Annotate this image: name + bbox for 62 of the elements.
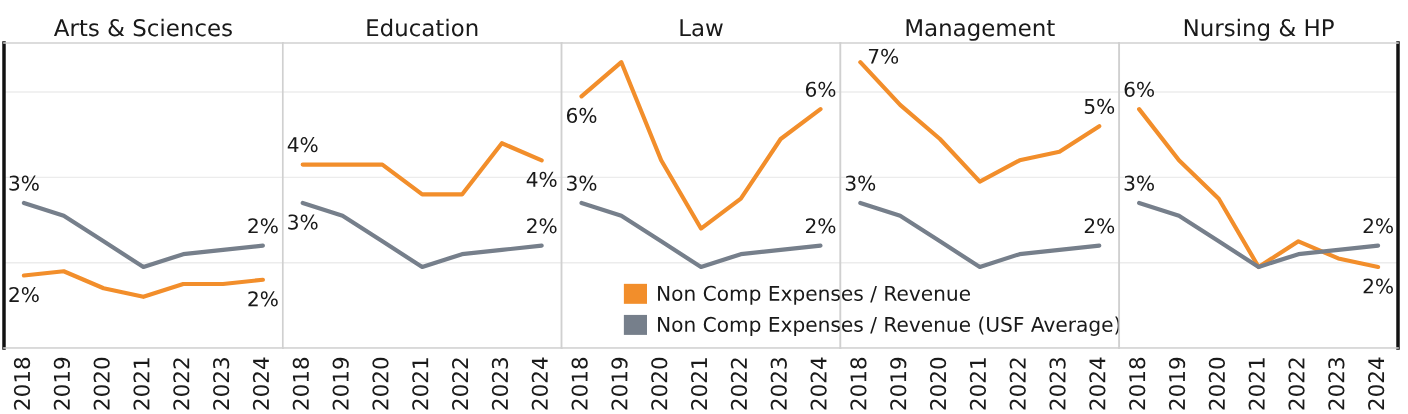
data-label: 6% <box>805 81 836 97</box>
x-tick-label: 2023 <box>770 358 787 410</box>
data-label: 5% <box>1084 98 1115 114</box>
x-tick-label: 2023 <box>1328 358 1345 410</box>
x-tick-label: 2024 <box>252 357 270 410</box>
data-label: 6% <box>566 107 597 124</box>
x-tick-label: 2023 <box>213 358 230 410</box>
x-tick-label: 2019 <box>611 357 628 410</box>
x-tick-label: 2023 <box>1049 358 1066 410</box>
x-tick-label: 2023 <box>491 358 509 410</box>
x-tick-label: 2024 <box>1368 357 1385 410</box>
data-label: 4% <box>526 171 557 188</box>
data-label: 2% <box>1363 218 1393 234</box>
legend-label: Non Comp Expenses / Revenue (USF Average) <box>658 316 1120 336</box>
x-tick-label: 2019 <box>890 357 907 410</box>
x-tick-label: 2018 <box>850 357 867 410</box>
chart-title: Law <box>680 19 723 37</box>
chart-title: Education <box>367 18 478 37</box>
data-label: 2% <box>805 218 836 234</box>
x-tick-label: 2021 <box>133 358 150 410</box>
x-tick-label: 2022 <box>173 358 190 410</box>
x-tick-label: 2021 <box>412 358 429 410</box>
x-tick-label: 2022 <box>1288 358 1305 410</box>
x-tick-label: 2024 <box>531 357 548 410</box>
data-label: 7% <box>868 48 899 64</box>
data-label: 3% <box>845 175 876 191</box>
x-tick-label: 2022 <box>730 358 748 410</box>
x-tick-label: 2019 <box>332 357 349 410</box>
x-tick-label: 2024 <box>1089 357 1106 410</box>
legend-label: Non Comp Expenses / Revenue <box>658 285 970 305</box>
x-tick-label: 2018 <box>1129 357 1146 410</box>
x-tick-label: 2022 <box>1009 358 1026 410</box>
x-tick-label: 2024 <box>810 357 827 410</box>
data-label: 2% <box>1084 218 1115 234</box>
x-tick-label: 2020 <box>651 357 668 410</box>
x-tick-label: 2020 <box>372 357 389 410</box>
data-label: 2% <box>248 218 278 234</box>
x-tick-label: 2019 <box>53 357 70 410</box>
data-label: 2% <box>1363 278 1393 294</box>
x-tick-label: 2022 <box>451 358 469 410</box>
data-label: 2% <box>248 291 278 307</box>
x-tick-label: 2018 <box>571 357 588 410</box>
data-label: 3% <box>567 175 597 191</box>
chart-title: Arts & Sciences <box>53 18 232 37</box>
x-tick-label: 2021 <box>969 358 987 410</box>
data-label: 3% <box>288 214 318 230</box>
x-tick-label: 2019 <box>1168 357 1186 410</box>
x-tick-label: 2021 <box>690 358 708 410</box>
data-label: 2% <box>9 286 39 303</box>
data-label: 3% <box>9 175 39 191</box>
data-label: 3% <box>1124 175 1154 191</box>
chart-title: Management <box>906 19 1055 41</box>
data-label: 4% <box>287 137 318 153</box>
x-tick-label: 2018 <box>13 357 31 410</box>
x-tick-label: 2020 <box>93 357 110 410</box>
data-label: 6% <box>1124 81 1154 97</box>
x-tick-label: 2020 <box>1208 357 1226 410</box>
data-label: 2% <box>527 218 557 234</box>
chart-title: Nursing & HP <box>1184 18 1334 41</box>
x-tick-label: 2021 <box>1248 358 1265 410</box>
x-tick-label: 2018 <box>292 357 309 410</box>
x-tick-label: 2020 <box>929 357 947 410</box>
